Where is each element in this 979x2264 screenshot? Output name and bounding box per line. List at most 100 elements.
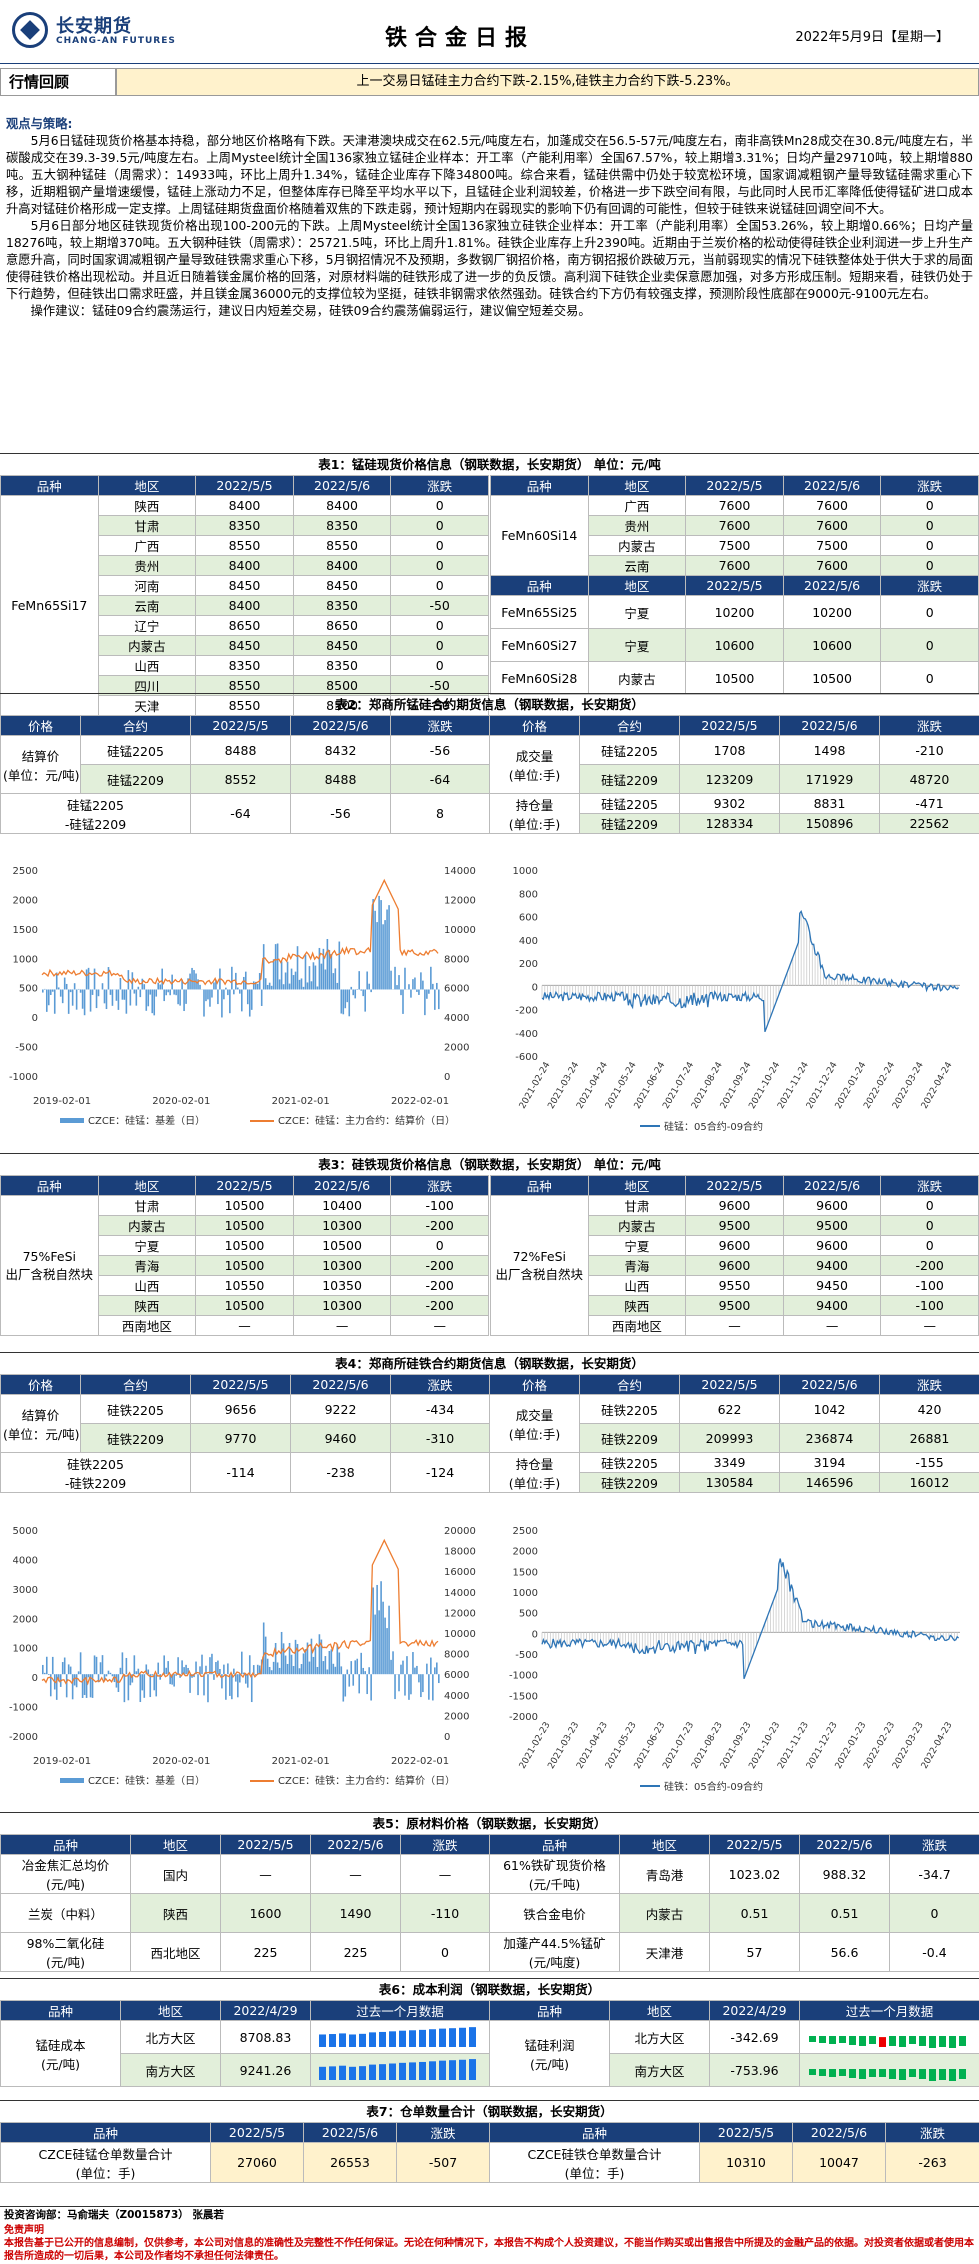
basis-bar <box>141 978 144 990</box>
basis-bar <box>260 989 263 1006</box>
basis-bar <box>97 989 100 997</box>
table3-right: 品种 地区 2022/5/5 2022/5/6 涨跌 72%FeSi 出厂含税自然块 甘肃 96… <box>490 1175 979 1336</box>
basis-bar <box>310 981 313 990</box>
basis-bar <box>157 1662 160 1675</box>
spark-bar <box>339 2065 346 2080</box>
table-cell: 56.6 <box>799 1932 890 1972</box>
basis-bar <box>386 909 388 990</box>
analyst-info: 投资咨询部：马俞瑞夫（Z0015873） 张晨若 <box>0 2206 979 2224</box>
basis-bar <box>358 1674 361 1694</box>
table-row: 品种 2022/5/5 2022/5/6 涨跌 品种 2022/5/5 2022/5/6 涨跌 <box>0 2122 979 2143</box>
basis-bar <box>312 962 315 990</box>
table3: 表3：硅铁现货价格信息（钢联数据，长安期货） 单位：元/吨 品种 地区 2022/5… <box>0 1153 979 1336</box>
spark-bar <box>339 2032 346 2047</box>
basis-bar <box>308 1661 311 1675</box>
basis-bar <box>83 1674 86 1696</box>
basis-bar <box>314 1646 317 1675</box>
basis-bar <box>191 967 193 990</box>
table-cell: 10500 <box>782 661 882 695</box>
table-header: 2022/4/29 <box>220 2000 311 2021</box>
table-cell: 硅锰2205 <box>579 793 680 814</box>
y2-tick-label: 12000 <box>444 895 476 906</box>
y2-tick-label: 10000 <box>444 1629 476 1640</box>
table-header: 涨跌 <box>390 1175 489 1196</box>
y2-tick-label: 12000 <box>444 1608 476 1619</box>
table-cell: 8552 <box>190 764 291 794</box>
basis-bar <box>242 976 245 990</box>
table-cell: 0.51 <box>799 1893 890 1933</box>
spark-bar <box>888 2035 896 2046</box>
basis-bar <box>262 1622 265 1675</box>
spark-bar <box>938 2068 946 2080</box>
table-cell: 0 <box>880 535 979 556</box>
basis-bar <box>179 1674 181 1678</box>
table-cell: 10300 <box>292 1255 392 1276</box>
table-header: 2022/5/6 <box>310 1834 401 1855</box>
basis-bar <box>141 1674 144 1691</box>
basis-bar <box>169 989 171 996</box>
basis-bar <box>121 989 124 1000</box>
table-cell: 8831 <box>779 793 880 814</box>
y-tick-label: 200 <box>519 959 538 970</box>
table-header: 过去一个月数据 <box>799 2000 979 2021</box>
table-header: 地区 <box>120 2000 221 2021</box>
basis-bar <box>288 1642 291 1675</box>
table-cell: FeMn60Si14 <box>490 495 589 576</box>
basis-bar <box>352 989 355 996</box>
basis-bar <box>103 1674 106 1682</box>
basis-bar <box>73 1674 76 1686</box>
table-header: 2022/5/5 <box>190 715 291 736</box>
table-cell: -200 <box>390 1275 489 1296</box>
basis-bar <box>248 1655 251 1675</box>
table-header: 2022/5/6 <box>792 2122 886 2143</box>
basis-bar <box>310 1638 313 1675</box>
x-tick-label: 2020-02-01 <box>152 1756 210 1767</box>
basis-bar <box>332 1663 335 1675</box>
y-tick-label: 4000 <box>13 1555 38 1566</box>
table-cell: 8450 <box>195 635 294 656</box>
spark-bar <box>858 2035 866 2046</box>
basis-bar <box>254 981 257 990</box>
basis-bar <box>390 970 392 990</box>
table-cell: 27060 <box>210 2142 304 2183</box>
table-cell: 0 <box>390 575 489 596</box>
table-cell: 硅锰2205 <box>80 735 191 765</box>
y2-tick-label: 2000 <box>444 1043 469 1054</box>
y-tick-label: -2000 <box>509 1712 538 1723</box>
table-row: 硅锰2205 -硅锰2209 -64 -56 8 持仓量 (单位:手) 硅锰2205 9302 8… <box>0 793 979 834</box>
basis-bar <box>328 1650 331 1675</box>
basis-bar <box>159 1674 162 1680</box>
basis-bar <box>209 1657 211 1675</box>
logo-en: CHANG-AN FUTURES <box>56 36 176 46</box>
basis-bar <box>302 1653 305 1675</box>
basis-bar <box>105 1674 108 1677</box>
table-cell: -310 <box>390 1423 490 1453</box>
table-cell: -210 <box>879 735 979 765</box>
basis-bar <box>316 986 319 990</box>
table-cell: 0.51 <box>709 1893 800 1933</box>
basis-bar <box>412 979 414 990</box>
table-header: 地区 <box>97 475 197 496</box>
basis-bar <box>125 989 128 1014</box>
table-cell: 1490 <box>310 1893 401 1933</box>
basis-bar <box>155 1674 158 1697</box>
table-cell: 8350 <box>292 595 392 616</box>
table-header: 2022/5/5 <box>220 1834 311 1855</box>
table-row: 南方大区 9241.26 南方大区 -753.96 <box>1 2053 979 2087</box>
basis-bar <box>372 899 374 990</box>
basis-bar <box>344 989 347 1009</box>
basis-bar <box>378 895 380 990</box>
table-cell: 锰硅成本 (元/吨) <box>0 2020 121 2087</box>
basis-bar <box>246 1674 249 1688</box>
basis-bar <box>336 982 339 990</box>
basis-bar <box>378 1610 380 1675</box>
y2-tick-label: 14000 <box>444 1588 476 1599</box>
y-tick-label: -500 <box>15 1043 38 1054</box>
table-row: 内蒙古 7500 7500 0 <box>491 535 979 556</box>
y-tick-label: -600 <box>515 1052 538 1063</box>
spark-bar <box>359 2065 366 2080</box>
basis-bar <box>408 1674 410 1700</box>
table-row: FeMn60Si14 广西 7600 7600 0 <box>490 495 979 576</box>
basis-bar <box>436 1662 438 1675</box>
basis-bar <box>360 989 362 991</box>
